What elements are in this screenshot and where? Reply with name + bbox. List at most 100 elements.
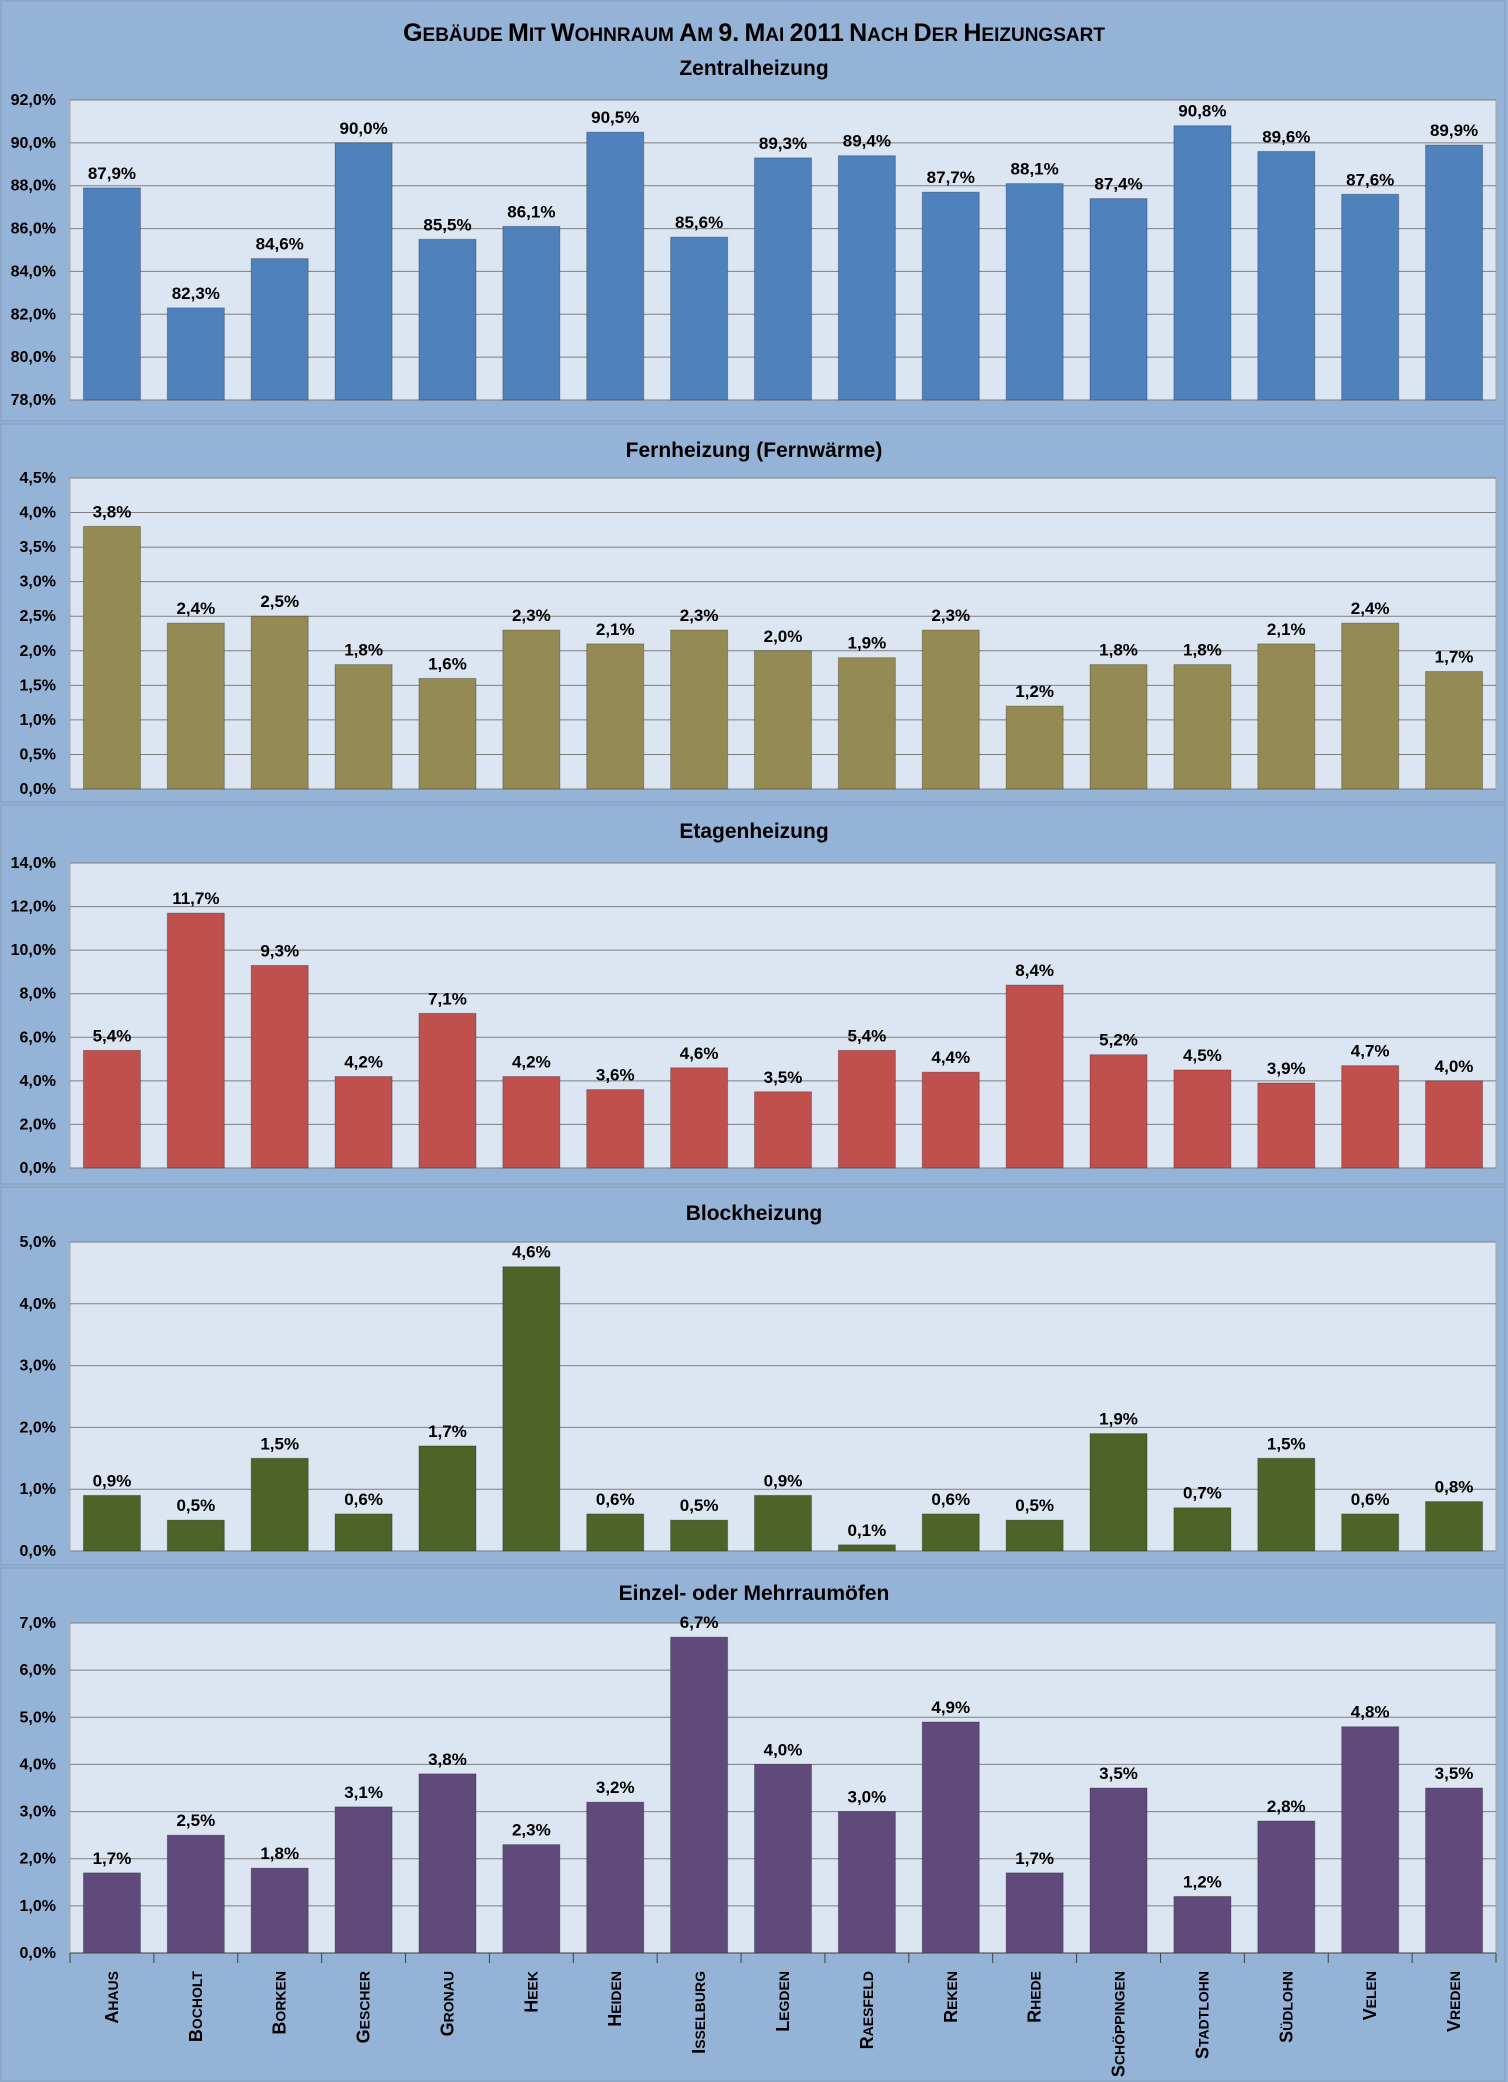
- data-label: 0,6%: [596, 1490, 635, 1509]
- bar-legden: [753, 1763, 813, 1954]
- bar-heek: [502, 1076, 561, 1169]
- bar-isselburg: [670, 236, 729, 401]
- data-label: 88,1%: [1011, 160, 1059, 179]
- data-label: 0,1%: [848, 1521, 887, 1540]
- bar-velen: [1341, 1513, 1400, 1552]
- data-label: 2,1%: [596, 620, 635, 639]
- bar-ahaus: [82, 1494, 141, 1552]
- y-tick-label: 7,0%: [20, 1615, 56, 1632]
- bar-gronau: [418, 677, 477, 790]
- bar-bocholt: [166, 1519, 225, 1552]
- data-label: 87,7%: [927, 168, 975, 187]
- y-tick-label: 3,0%: [20, 574, 56, 591]
- data-label: 1,9%: [848, 634, 887, 653]
- y-tick-label: 5,0%: [20, 1234, 56, 1251]
- data-label: 1,5%: [260, 1434, 299, 1453]
- data-label: 0,6%: [1351, 1490, 1390, 1509]
- bar-heiden: [586, 1513, 645, 1552]
- x-category-label: BORKEN: [270, 1971, 290, 2035]
- y-tick-label: 86,0%: [11, 221, 56, 238]
- data-label: 9,3%: [260, 941, 299, 960]
- data-label: 4,2%: [344, 1053, 383, 1072]
- data-label: 3,5%: [1099, 1764, 1138, 1783]
- data-label: 4,0%: [1435, 1057, 1474, 1076]
- bar-isselburg: [670, 1067, 729, 1169]
- data-label: 1,7%: [93, 1849, 132, 1868]
- data-label: 2,8%: [1267, 1797, 1306, 1816]
- bar-ahaus: [82, 525, 141, 790]
- data-label: 0,6%: [931, 1490, 970, 1509]
- data-label: 87,4%: [1094, 175, 1142, 194]
- bar-bocholt: [166, 307, 225, 401]
- x-category-label: AHAUS: [102, 1971, 122, 2024]
- x-category-label: GRONAU: [437, 1971, 457, 2036]
- bar-gescher: [334, 664, 393, 790]
- bar-legden: [753, 1091, 813, 1169]
- y-tick-label: 3,0%: [20, 1804, 56, 1821]
- panel-1: Zentralheizung 78,0% 80,0% 82,0% 84,0% 86,0% 8…: [0, 0, 1506, 422]
- data-label: 2,4%: [1351, 599, 1390, 618]
- y-tick-label: 2,0%: [20, 1851, 56, 1868]
- bar-heek: [502, 225, 561, 401]
- bar-rhede: [1005, 1872, 1064, 1954]
- bar-vreden: [1425, 1501, 1484, 1552]
- data-label: 87,9%: [88, 164, 136, 183]
- panel-title: Etagenheizung: [679, 820, 828, 843]
- data-label: 86,1%: [507, 202, 555, 221]
- x-category-label: RHEDE: [1025, 1971, 1045, 2023]
- bar-rhede: [1005, 705, 1064, 790]
- data-label: 84,6%: [256, 235, 304, 254]
- y-tick-label: 84,0%: [11, 263, 56, 280]
- y-tick-label: 2,0%: [20, 643, 56, 660]
- bar-raesfeld: [837, 1049, 896, 1169]
- data-label: 90,5%: [591, 108, 639, 127]
- bar-heek: [502, 1266, 561, 1552]
- data-label: 1,8%: [260, 1844, 299, 1863]
- data-label: 0,7%: [1183, 1484, 1222, 1503]
- bar-isselburg: [670, 1519, 729, 1552]
- bar-bocholt: [166, 912, 225, 1169]
- y-tick-label: 6,0%: [20, 1029, 56, 1046]
- bar-gronau: [418, 1445, 477, 1552]
- bar-reken: [921, 1071, 980, 1169]
- bar-legden: [753, 650, 813, 790]
- bar-reken: [921, 1513, 980, 1552]
- data-label: 4,8%: [1351, 1703, 1390, 1722]
- bar-rhede: [1005, 984, 1064, 1169]
- data-label: 3,5%: [1435, 1764, 1474, 1783]
- y-tick-label: 1,5%: [20, 677, 56, 694]
- data-label: 1,2%: [1015, 682, 1054, 701]
- bar-gescher: [334, 1806, 393, 1954]
- data-label: 4,6%: [512, 1243, 551, 1262]
- data-label: 0,6%: [344, 1490, 383, 1509]
- bar-raesfeld: [837, 1544, 896, 1552]
- y-tick-label: 0,5%: [20, 746, 56, 763]
- data-label: 3,0%: [848, 1788, 887, 1807]
- y-tick-label: 92,0%: [11, 92, 56, 109]
- data-label: 5,2%: [1099, 1031, 1138, 1050]
- bar-heiden: [586, 1089, 645, 1169]
- x-category-label: BOCHOLT: [186, 1971, 206, 2043]
- bar-gescher: [334, 1513, 393, 1552]
- bar-velen: [1341, 622, 1400, 790]
- data-label: 8,4%: [1015, 961, 1054, 980]
- data-label: 11,7%: [172, 889, 219, 908]
- data-label: 4,2%: [512, 1053, 551, 1072]
- bar-heiden: [586, 643, 645, 790]
- data-label: 2,3%: [512, 606, 551, 625]
- panel-5: Einzel- oder Mehrraumöfen 0,0% 1,0% 2,0% 3,0…: [0, 1567, 1506, 2082]
- x-category-label: REKEN: [941, 1971, 961, 2023]
- data-label: 1,6%: [428, 654, 467, 673]
- y-tick-label: 78,0%: [11, 392, 56, 409]
- bar-gescher: [334, 1076, 393, 1169]
- data-label: 0,9%: [93, 1471, 132, 1490]
- data-label: 2,3%: [931, 606, 970, 625]
- data-label: 1,7%: [1435, 648, 1474, 667]
- data-label: 3,1%: [344, 1783, 383, 1802]
- data-label: 89,9%: [1430, 121, 1478, 140]
- y-tick-label: 8,0%: [20, 986, 56, 1003]
- bar-borken: [250, 1457, 309, 1552]
- data-label: 3,8%: [428, 1750, 467, 1769]
- bar-legden: [753, 157, 813, 401]
- bar-velen: [1341, 1065, 1400, 1169]
